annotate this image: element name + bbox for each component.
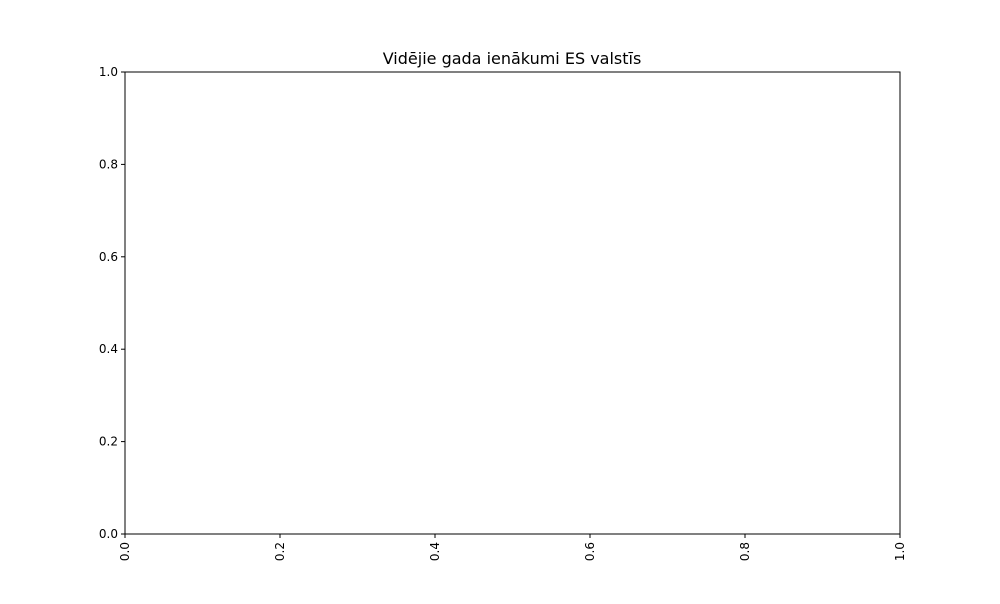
- y-tick-label: 0.8: [99, 157, 118, 171]
- y-tick-label: 0.0: [99, 527, 118, 541]
- y-axis: 0.0 0.2 0.4 0.6 0.8 1.0: [99, 65, 125, 541]
- x-axis: 0.0 0.2 0.4 0.6 0.8 1.0: [118, 534, 907, 561]
- x-tick-label: 0.4: [428, 542, 442, 561]
- y-tick-label: 0.6: [99, 250, 118, 264]
- y-tick-label: 0.4: [99, 342, 118, 356]
- chart-title: Vidējie gada ienākumi ES valstīs: [383, 49, 642, 68]
- plot-area: [125, 72, 900, 534]
- y-tick-label: 0.2: [99, 435, 118, 449]
- x-tick-label: 0.2: [273, 542, 287, 561]
- x-tick-label: 0.8: [738, 542, 752, 561]
- x-tick-label: 0.0: [118, 542, 132, 561]
- y-tick-label: 1.0: [99, 65, 118, 79]
- x-tick-label: 1.0: [893, 542, 907, 561]
- x-tick-label: 0.6: [583, 542, 597, 561]
